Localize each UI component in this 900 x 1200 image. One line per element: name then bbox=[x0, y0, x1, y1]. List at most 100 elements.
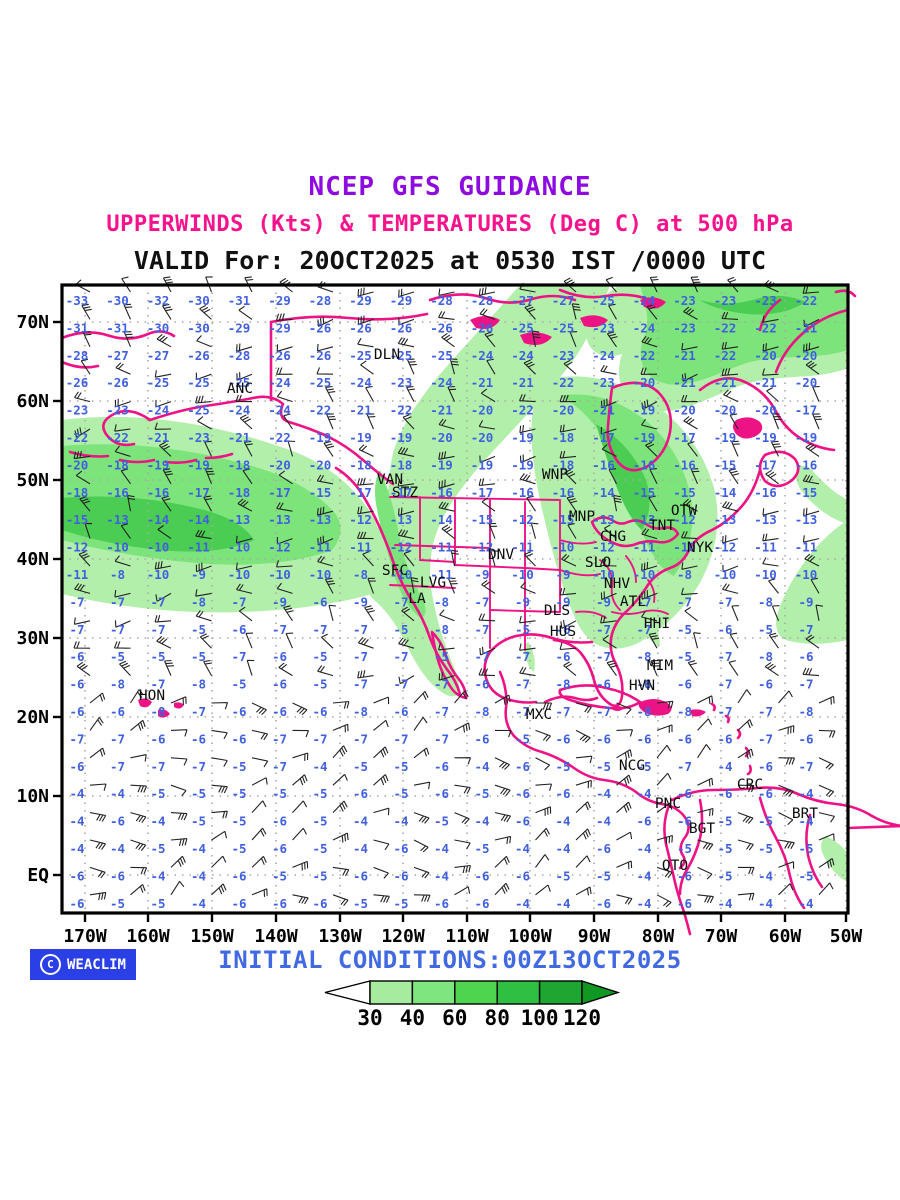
wind-barb bbox=[535, 884, 551, 896]
wind-barb bbox=[683, 416, 698, 430]
temp-value: -6 bbox=[555, 786, 570, 801]
temp-value: -4 bbox=[191, 841, 206, 856]
temp-value: -5 bbox=[393, 786, 408, 801]
temp-value: -33 bbox=[66, 293, 89, 308]
legend-right-arrow bbox=[581, 980, 621, 1005]
wind-barb bbox=[373, 807, 390, 816]
temp-value: -6 bbox=[596, 896, 611, 911]
wind-barb bbox=[397, 479, 415, 487]
wind-barb bbox=[680, 394, 698, 403]
station-label-otw: OTW bbox=[671, 503, 697, 519]
temp-value: -6 bbox=[110, 704, 125, 719]
temp-value: -9 bbox=[555, 567, 570, 582]
temp-value: -22 bbox=[309, 403, 332, 418]
wind-barbs bbox=[73, 276, 836, 908]
wind-barb bbox=[613, 494, 622, 512]
temp-value: -20 bbox=[754, 403, 777, 418]
wind-speed-legend: 30 40 60 80 100 120 bbox=[324, 980, 621, 1030]
station-label-dln: DLN bbox=[374, 347, 400, 363]
temp-value: -21 bbox=[471, 375, 494, 390]
wind-barb bbox=[478, 287, 496, 296]
temp-value: -4 bbox=[758, 896, 773, 911]
temp-value: -30 bbox=[106, 293, 129, 308]
temp-value: -5 bbox=[272, 786, 287, 801]
temp-value: -19 bbox=[430, 457, 453, 472]
temp-value: -7 bbox=[69, 622, 84, 637]
temp-value: -5 bbox=[677, 841, 692, 856]
temp-value: -7 bbox=[798, 677, 813, 692]
wind-barb bbox=[454, 864, 471, 874]
temp-value: -16 bbox=[147, 485, 170, 500]
wind-barb bbox=[697, 695, 714, 705]
legend-swatch-2 bbox=[454, 980, 498, 1005]
temp-value: -10 bbox=[511, 567, 534, 582]
wind-barb bbox=[204, 468, 215, 485]
wind-barb bbox=[479, 308, 496, 320]
wind-barb bbox=[599, 558, 617, 567]
temp-value: -7 bbox=[393, 594, 408, 609]
legend-tick-40: 40 bbox=[400, 1006, 425, 1030]
wind-barb bbox=[316, 474, 334, 485]
temp-value: -4 bbox=[434, 868, 449, 883]
wind-barb bbox=[480, 388, 496, 403]
state-borders bbox=[389, 496, 669, 651]
temp-value: -28 bbox=[309, 293, 332, 308]
weaclim-logo[interactable]: C WEACLIM bbox=[30, 949, 136, 980]
temp-value: -6 bbox=[677, 731, 692, 746]
wind-barb bbox=[276, 390, 293, 403]
temp-value: -5 bbox=[798, 868, 813, 883]
temp-value: -5 bbox=[150, 841, 165, 856]
temp-value: -24 bbox=[268, 375, 291, 390]
wind-barb bbox=[237, 498, 253, 512]
wind-barb bbox=[535, 729, 551, 742]
temp-value: -6 bbox=[717, 786, 732, 801]
temp-value: -8 bbox=[191, 594, 206, 609]
temp-value: -7 bbox=[69, 731, 84, 746]
wind-barb bbox=[478, 478, 496, 487]
temp-value: -8 bbox=[434, 622, 449, 637]
temp-value: -10 bbox=[592, 567, 615, 582]
temp-value: -4 bbox=[69, 814, 84, 829]
temp-value: -17 bbox=[349, 485, 372, 500]
temp-value: -26 bbox=[430, 320, 453, 335]
temp-value: -25 bbox=[228, 375, 251, 390]
temp-value: -20 bbox=[471, 430, 494, 445]
wind-barb bbox=[681, 343, 698, 351]
temp-value: -5 bbox=[515, 622, 530, 637]
wind-barb bbox=[130, 866, 148, 875]
wind-barb bbox=[804, 553, 820, 567]
wind-barb bbox=[251, 888, 268, 897]
wind-barb bbox=[155, 399, 172, 408]
wind-barb bbox=[238, 305, 253, 320]
lon-label-130w: 130W bbox=[318, 926, 362, 945]
station-label-mnp: MNP bbox=[569, 509, 595, 525]
temp-value: -11 bbox=[430, 540, 453, 555]
station-label-dnv: DNV bbox=[488, 547, 514, 563]
temp-value: -29 bbox=[390, 293, 413, 308]
wind-barb bbox=[526, 495, 536, 512]
wind-barb bbox=[656, 834, 673, 845]
temp-value: -5 bbox=[150, 786, 165, 801]
temp-value: -27 bbox=[511, 293, 534, 308]
wind-barb bbox=[285, 632, 294, 649]
wind-barb bbox=[680, 531, 698, 540]
wind-barb bbox=[119, 660, 131, 676]
temp-value: -6 bbox=[434, 759, 449, 774]
temp-value: -15 bbox=[673, 485, 696, 500]
wind-barb bbox=[518, 394, 536, 403]
wind-barb bbox=[645, 441, 658, 457]
wind-barb bbox=[802, 474, 820, 485]
temp-value: -5 bbox=[312, 677, 327, 692]
wind-barb bbox=[762, 533, 779, 542]
wind-barb bbox=[243, 440, 253, 457]
wind-barb bbox=[721, 341, 739, 350]
wind-barb bbox=[326, 413, 336, 430]
station-label-hon: HON bbox=[139, 688, 165, 704]
wind-barb bbox=[275, 560, 293, 568]
wind-barb bbox=[79, 496, 91, 512]
temp-value: -20 bbox=[268, 457, 291, 472]
temp-value: -10 bbox=[228, 540, 251, 555]
wind-barb bbox=[402, 414, 415, 430]
wind-barb bbox=[490, 550, 498, 567]
